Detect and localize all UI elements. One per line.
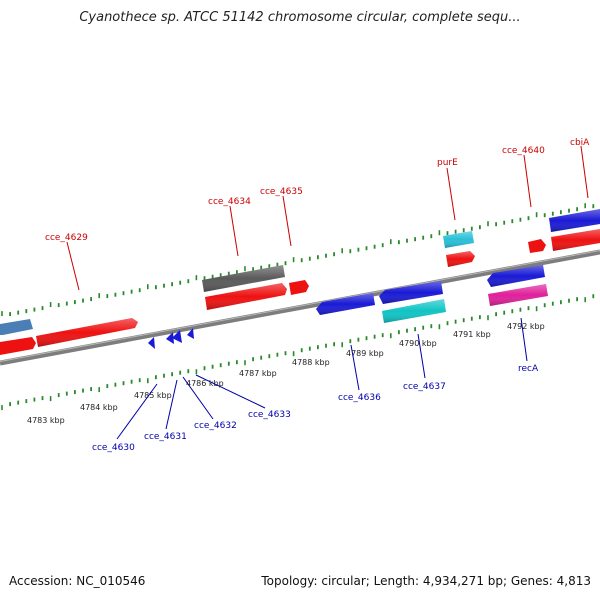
leader-line [116,383,158,440]
leader-line [229,205,239,257]
gene-cce-4633[interactable] [187,328,194,339]
gene-recA-shade [488,284,548,306]
leader-line [446,167,456,221]
label-cce-4633[interactable]: cce_4633 [248,410,291,420]
gene-cce-4636-shade [316,293,375,315]
topology-info-text: Topology: circular; Length: 4,934,271 bp… [261,574,591,588]
leader-line [66,241,80,291]
gene-cbiA-shade [549,209,600,232]
kbp-label: 4792 kbp [507,322,545,331]
gene-cce-4631[interactable] [166,332,174,344]
label-purE[interactable]: purE [437,158,458,168]
gene-grey-shade [202,265,285,292]
kbp-label: 4790 kbp [399,339,437,348]
lower-scale-ruler [1,294,595,411]
label-cce-4634[interactable]: cce_4634 [208,197,251,207]
kbp-label: 4785 kbp [134,391,172,400]
map-title: Cyanothece sp. ATCC 51142 chromosome cir… [79,10,521,25]
chromosome-backbone-highlight [0,250,600,362]
kbp-label: 4784 kbp [80,403,118,412]
leader-line [580,145,589,199]
gene-red-right-shade [551,229,600,251]
gene-cce-4632[interactable] [172,330,182,343]
label-cce-4640[interactable]: cce_4640 [502,146,545,156]
kbp-label: 4788 kbp [292,358,330,367]
leader-line [523,154,532,208]
leader-line [195,374,266,409]
gene-red-purE-shade [446,251,475,267]
kbp-label: 4791 kbp [453,330,491,339]
gene-purE-shade [443,231,474,248]
label-cce-4630[interactable]: cce_4630 [92,443,135,453]
gene-blue-4792-shade [487,265,545,287]
kbp-labels: 4783 kbp 4784 kbp 4785 kbp 4786 kbp 4787… [27,322,545,425]
leader-line [350,344,360,391]
label-cce-4631[interactable]: cce_4631 [144,432,187,442]
label-cbiA[interactable]: cbiA [570,138,590,148]
gene-features [0,209,600,355]
kbp-label: 4786 kbp [186,379,224,388]
label-cce-4636[interactable]: cce_4636 [338,393,381,403]
leader-line [165,379,178,430]
upper-gene-labels: cce_4629 cce_4634 cce_4635 purE cce_4640… [45,138,590,291]
leader-line [282,195,292,247]
label-recA[interactable]: recA [518,364,539,374]
gene-steelblue-left[interactable] [0,319,33,335]
accession-text: Accession: NC_010546 [9,574,146,588]
gene-cce-4640[interactable] [528,239,546,253]
gene-cce-4630[interactable] [148,337,155,349]
gene-blue-4790-shade [379,281,443,304]
label-cce-4637[interactable]: cce_4637 [403,382,446,392]
leader-line [182,376,214,420]
kbp-label: 4789 kbp [346,349,384,358]
kbp-label: 4787 kbp [239,369,277,378]
label-cce-4635[interactable]: cce_4635 [260,187,303,197]
gene-cce-4637-shade [382,299,446,323]
gene-cce-4629-shade [36,318,138,347]
leader-line [417,333,426,379]
label-cce-4629[interactable]: cce_4629 [45,233,88,243]
leader-line [520,317,528,362]
gene-cce-4634-shade [205,283,287,310]
lower-gene-labels: cce_4630 cce_4631 cce_4632 cce_4633 cce_… [92,317,539,453]
label-cce-4632[interactable]: cce_4632 [194,421,237,431]
upper-scale-ruler [1,203,595,317]
gene-red-left[interactable] [0,337,36,355]
gene-cce-4635[interactable] [289,280,309,295]
chromosome-backbone [0,249,600,366]
kbp-label: 4783 kbp [27,416,65,425]
